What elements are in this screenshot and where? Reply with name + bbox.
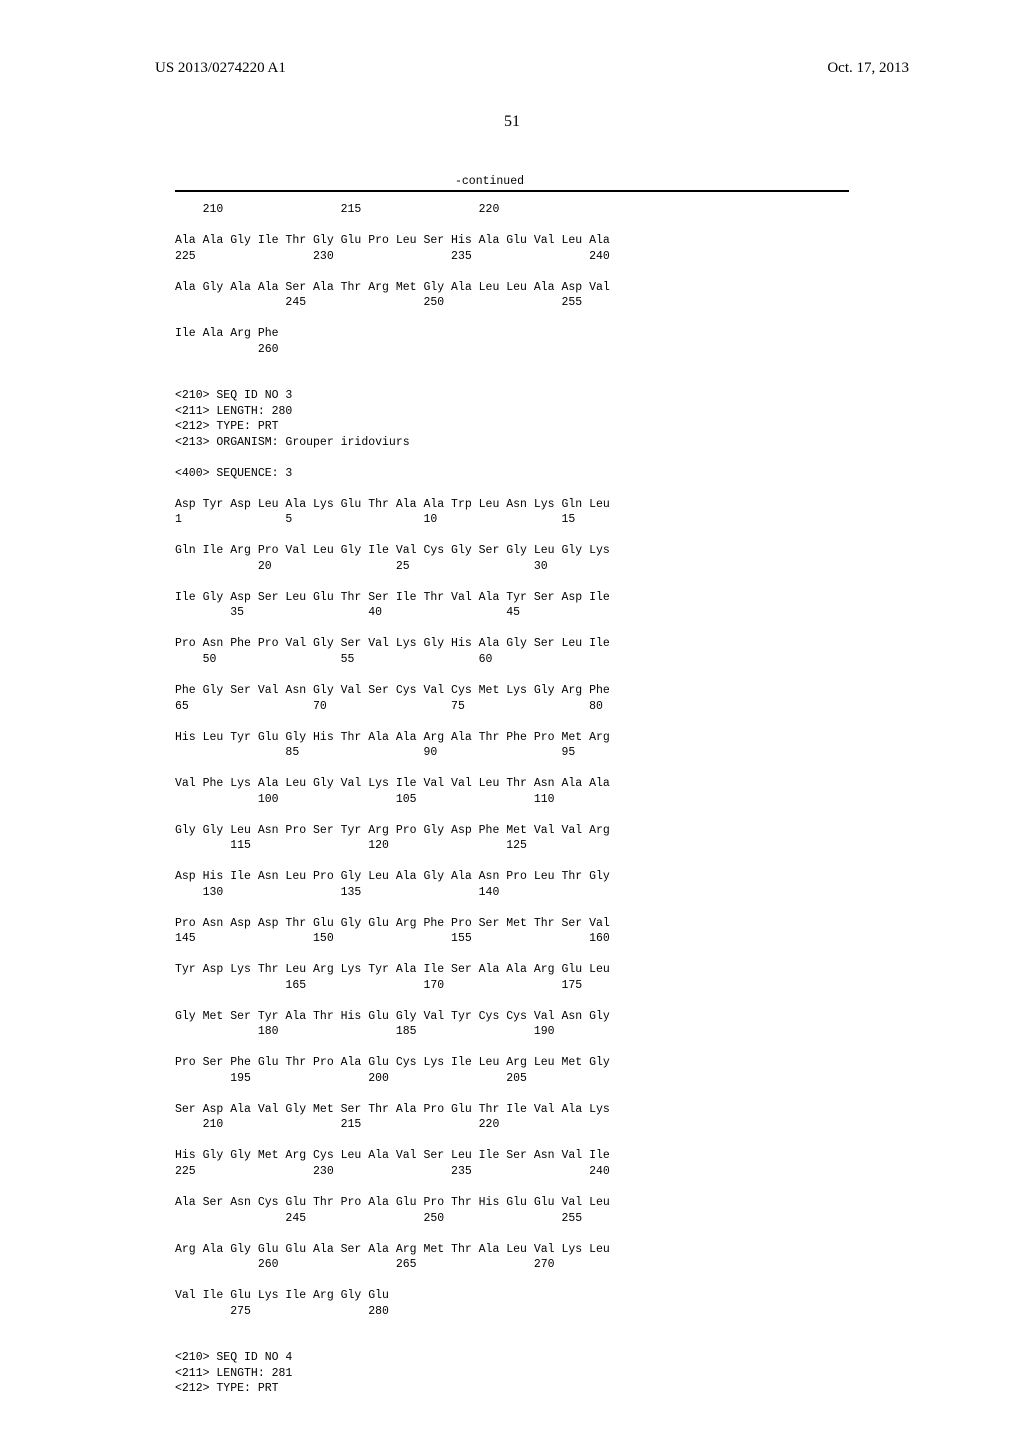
- seq3-nums: 180 185 190: [175, 1025, 555, 1038]
- seq3-nums: 210 215 220: [175, 1118, 499, 1131]
- seq4-hdr: <210> SEQ ID NO 4: [175, 1351, 292, 1364]
- seq3-nums: 275 280: [175, 1305, 389, 1318]
- seq3-res: Gly Met Ser Tyr Ala Thr His Glu Gly Val …: [175, 1010, 610, 1023]
- seq3-res: Asp His Ile Asn Leu Pro Gly Leu Ala Gly …: [175, 870, 610, 883]
- seq3-nums: 165 170 175: [175, 979, 582, 992]
- seq3-hdr: <400> SEQUENCE: 3: [175, 467, 292, 480]
- seq2-nums: 225 230 235 240: [175, 250, 610, 263]
- continued-label: -continued: [455, 175, 909, 188]
- publication-date: Oct. 17, 2013: [827, 60, 909, 77]
- seq2-res: Ile Ala Arg Phe: [175, 327, 279, 340]
- seq3-res: Arg Ala Gly Glu Glu Ala Ser Ala Arg Met …: [175, 1243, 610, 1256]
- seq3-res: Gln Ile Arg Pro Val Leu Gly Ile Val Cys …: [175, 544, 610, 557]
- seq2-res: Ala Ala Gly Ile Thr Gly Glu Pro Leu Ser …: [175, 234, 610, 247]
- seq3-res: Ile Gly Asp Ser Leu Glu Thr Ser Ile Thr …: [175, 591, 610, 604]
- seq3-nums: 145 150 155 160: [175, 932, 610, 945]
- page-number: 51: [115, 113, 909, 131]
- seq3-res: Asp Tyr Asp Leu Ala Lys Glu Thr Ala Ala …: [175, 498, 610, 511]
- seq3-nums: 50 55 60: [175, 653, 492, 666]
- seq3-res: Val Phe Lys Ala Leu Gly Val Lys Ile Val …: [175, 777, 610, 790]
- seq3-nums: 100 105 110: [175, 793, 555, 806]
- seq3-nums: 225 230 235 240: [175, 1165, 610, 1178]
- seq3-res: Val Ile Glu Lys Ile Arg Gly Glu: [175, 1289, 389, 1302]
- seq3-res: Pro Asn Asp Asp Thr Glu Gly Glu Arg Phe …: [175, 917, 610, 930]
- seq3-res: Pro Asn Phe Pro Val Gly Ser Val Lys Gly …: [175, 637, 610, 650]
- seq3-nums: 115 120 125: [175, 839, 527, 852]
- seq3-nums: 20 25 30: [175, 560, 548, 573]
- seq3-nums: 260 265 270: [175, 1258, 555, 1271]
- top-rule: [175, 190, 849, 192]
- seq3-res: Gly Gly Leu Asn Pro Ser Tyr Arg Pro Gly …: [175, 824, 610, 837]
- seq3-res: Tyr Asp Lys Thr Leu Arg Lys Tyr Ala Ile …: [175, 963, 610, 976]
- seq3-res: His Leu Tyr Glu Gly His Thr Ala Ala Arg …: [175, 731, 610, 744]
- page-header: US 2013/0274220 A1 Oct. 17, 2013: [115, 60, 909, 77]
- sequence-listing: 210 215 220 Ala Ala Gly Ile Thr Gly Glu …: [175, 202, 909, 1397]
- publication-number: US 2013/0274220 A1: [155, 60, 286, 77]
- seq3-nums: 195 200 205: [175, 1072, 527, 1085]
- seq3-res: Pro Ser Phe Glu Thr Pro Ala Glu Cys Lys …: [175, 1056, 610, 1069]
- seq2-res: Ala Gly Ala Ala Ser Ala Thr Arg Met Gly …: [175, 281, 610, 294]
- seq3-hdr: <211> LENGTH: 280: [175, 405, 292, 418]
- seq3-res: Ser Asp Ala Val Gly Met Ser Thr Ala Pro …: [175, 1103, 610, 1116]
- seq3-nums: 35 40 45: [175, 606, 520, 619]
- seq3-nums: 65 70 75 80: [175, 700, 603, 713]
- seq2-nums: 245 250 255: [175, 296, 582, 309]
- seq2-nums: 210 215 220: [175, 203, 499, 216]
- seq3-hdr: <210> SEQ ID NO 3: [175, 389, 292, 402]
- patent-page: US 2013/0274220 A1 Oct. 17, 2013 51 -con…: [0, 0, 1024, 1437]
- seq3-hdr: <212> TYPE: PRT: [175, 420, 279, 433]
- seq3-nums: 130 135 140: [175, 886, 499, 899]
- seq3-res: Phe Gly Ser Val Asn Gly Val Ser Cys Val …: [175, 684, 610, 697]
- seq4-hdr: <212> TYPE: PRT: [175, 1382, 279, 1395]
- seq3-hdr: <213> ORGANISM: Grouper iridoviurs: [175, 436, 410, 449]
- seq2-nums: 260: [175, 343, 279, 356]
- seq4-hdr: <211> LENGTH: 281: [175, 1367, 292, 1380]
- seq3-res: Ala Ser Asn Cys Glu Thr Pro Ala Glu Pro …: [175, 1196, 610, 1209]
- seq3-res: His Gly Gly Met Arg Cys Leu Ala Val Ser …: [175, 1149, 610, 1162]
- seq3-nums: 1 5 10 15: [175, 513, 575, 526]
- seq3-nums: 85 90 95: [175, 746, 575, 759]
- seq3-nums: 245 250 255: [175, 1212, 582, 1225]
